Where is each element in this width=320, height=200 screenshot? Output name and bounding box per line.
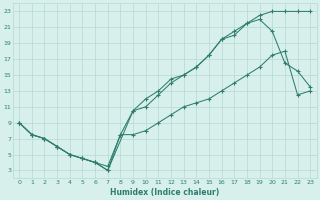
X-axis label: Humidex (Indice chaleur): Humidex (Indice chaleur) bbox=[110, 188, 219, 197]
